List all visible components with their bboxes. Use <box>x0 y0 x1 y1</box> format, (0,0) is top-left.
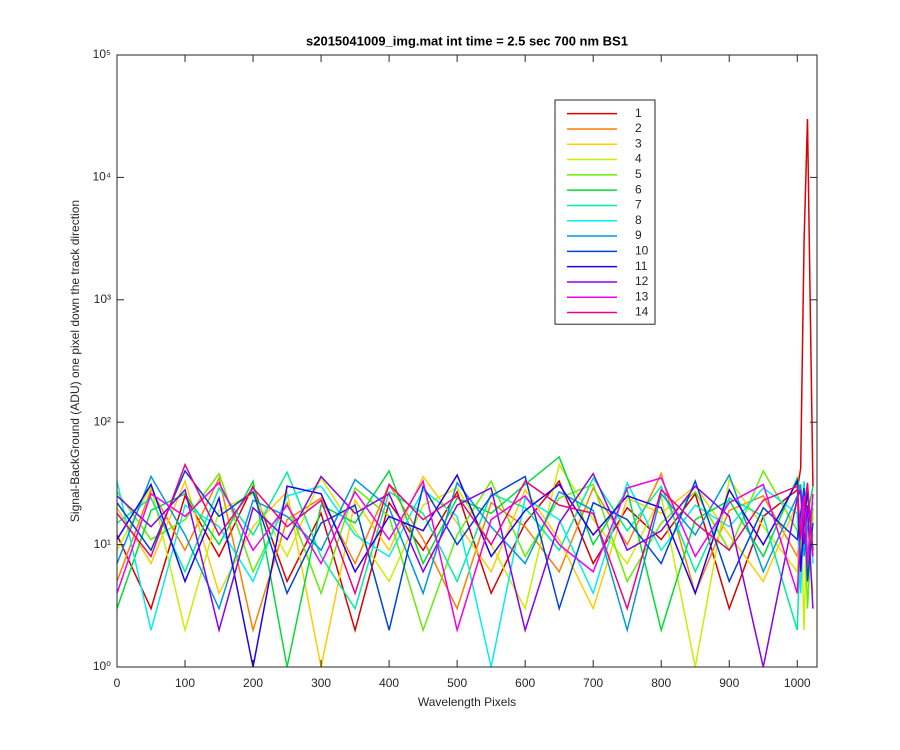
x-tick-label: 500 <box>447 676 467 690</box>
legend-label: 12 <box>635 274 649 288</box>
legend-label: 13 <box>635 289 649 303</box>
y-tick-label: 10⁰ <box>93 659 111 673</box>
legend-label: 1 <box>635 106 642 120</box>
legend-label: 9 <box>635 228 642 242</box>
legend-label: 11 <box>635 259 648 273</box>
legend-label: 10 <box>635 244 649 258</box>
series-line <box>117 480 814 667</box>
x-tick-label: 100 <box>175 676 195 690</box>
y-axis-label: Signal-BackGround (ADU) one pixel down t… <box>68 200 82 522</box>
series-line <box>117 477 814 634</box>
series-line <box>117 462 814 612</box>
y-tick-label: 10³ <box>94 292 111 306</box>
series-line <box>117 469 814 631</box>
x-tick-label: 600 <box>515 676 535 690</box>
x-tick-label: 400 <box>379 676 399 690</box>
legend-label: 2 <box>635 121 642 135</box>
series-line <box>117 455 814 667</box>
x-tick-label: 0 <box>114 676 121 690</box>
y-tick-label: 10² <box>94 414 111 428</box>
y-tick-label: 10¹ <box>94 537 111 551</box>
x-tick-label: 300 <box>311 676 331 690</box>
series-line <box>117 470 814 631</box>
legend-label: 6 <box>635 182 642 196</box>
x-tick-label: 200 <box>243 676 263 690</box>
series-line <box>117 471 814 634</box>
series-line <box>117 473 814 667</box>
legend-label: 7 <box>635 198 642 212</box>
y-tick-label: 10⁴ <box>92 170 111 184</box>
x-tick-label: 800 <box>651 676 671 690</box>
legend-label: 5 <box>635 167 642 181</box>
x-tick-label: 1000 <box>784 676 811 690</box>
legend-label: 3 <box>635 136 642 150</box>
x-tick-label: 700 <box>583 676 603 690</box>
legend-label: 14 <box>635 305 649 319</box>
legend-label: 8 <box>635 213 642 227</box>
legend-label: 4 <box>635 152 642 166</box>
series-line <box>117 472 814 667</box>
series-line <box>117 475 814 667</box>
y-tick-label: 10⁵ <box>93 47 111 61</box>
chart-title: s2015041009_img.mat int time = 2.5 sec 7… <box>306 33 628 48</box>
plot-frame <box>116 54 818 668</box>
legend-box <box>554 99 656 325</box>
x-axis-label: Wavelength Pixels <box>418 695 516 709</box>
x-tick-label: 900 <box>719 676 739 690</box>
